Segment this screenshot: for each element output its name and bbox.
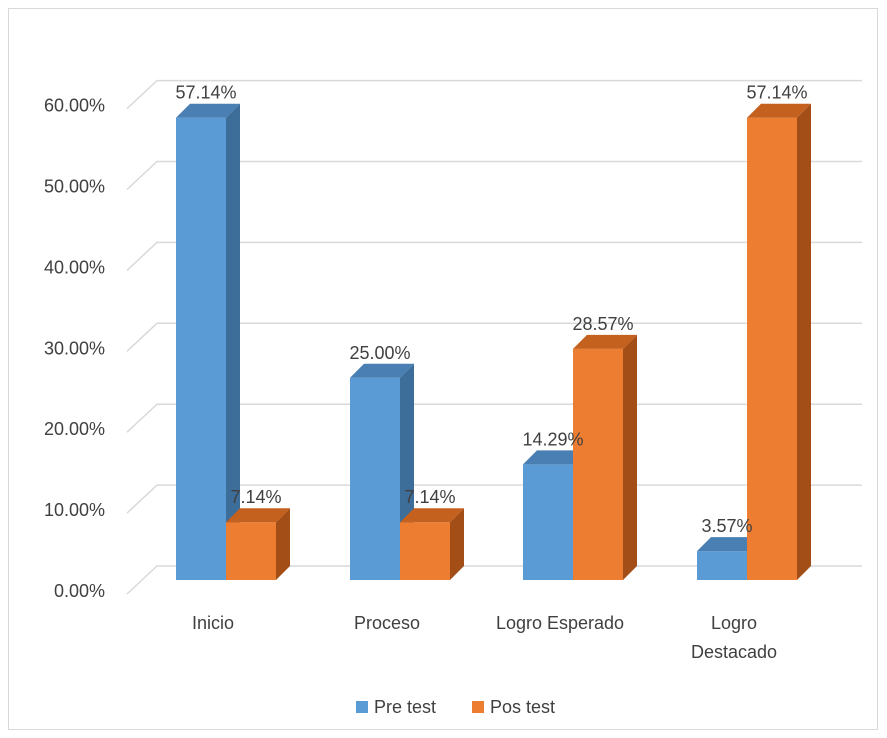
bar-front — [573, 348, 623, 580]
y-tick-label: 0.00% — [54, 581, 105, 601]
data-label: 28.57% — [572, 314, 633, 334]
x-tick-label: Inicio — [192, 613, 234, 633]
bar-front — [747, 117, 797, 580]
bar-top — [747, 103, 811, 118]
bar-top — [697, 537, 761, 552]
data-label: 7.14% — [230, 487, 281, 507]
y-axis-ticks: 0.00% 10.00% 20.00% 30.00% 40.00% 50.00% 60.00… — [44, 96, 105, 601]
legend: Pre test Pos test — [356, 697, 555, 717]
data-label: 14.29% — [522, 429, 583, 449]
bar-top — [226, 508, 290, 523]
bar-side — [623, 334, 637, 580]
y-tick-label: 10.00% — [44, 500, 105, 520]
x-tick-label: Logro — [711, 613, 757, 633]
chart-frame — [8, 8, 878, 730]
y-tick-label: 60.00% — [44, 96, 105, 116]
data-label: 25.00% — [349, 343, 410, 363]
bar-front — [176, 117, 226, 580]
bar-top — [573, 334, 637, 349]
bar-top — [523, 450, 587, 465]
legend-label: Pos test — [490, 697, 555, 717]
legend-swatch — [356, 701, 368, 713]
legend-swatch — [472, 701, 484, 713]
bar-front — [400, 522, 450, 580]
bar-front — [697, 551, 747, 580]
gridline — [126, 160, 862, 191]
legend-label: Pre test — [374, 697, 436, 717]
bar-top — [350, 363, 414, 378]
data-labels: 57.14% 25.00% 14.29% 3.57% 7.14% 7.14% 28.57% 5… — [175, 83, 807, 536]
bar-side — [797, 103, 811, 580]
y-tick-label: 50.00% — [44, 177, 105, 197]
x-tick-label: Proceso — [354, 613, 420, 633]
y-tick-label: 40.00% — [44, 257, 105, 277]
bar-side — [276, 508, 290, 580]
bar-top — [176, 103, 240, 118]
bars — [176, 103, 811, 580]
y-tick-label: 30.00% — [44, 338, 105, 358]
gridline — [126, 79, 862, 110]
x-tick-label: Destacado — [691, 642, 777, 662]
gridline — [126, 322, 862, 352]
data-label: 3.57% — [701, 516, 752, 536]
bar-front — [523, 464, 573, 580]
bar-side — [450, 508, 464, 580]
data-label: 57.14% — [746, 83, 807, 103]
bar-front — [226, 522, 276, 580]
data-label: 57.14% — [175, 83, 236, 103]
bar-front — [350, 377, 400, 580]
gridline — [126, 241, 862, 271]
x-axis-ticks: Inicio Proceso Logro Esperado Logro Destacad… — [192, 613, 777, 662]
x-tick-label: Logro Esperado — [496, 613, 624, 633]
data-label: 7.14% — [404, 487, 455, 507]
bar-side — [226, 103, 240, 580]
bar-top — [400, 508, 464, 523]
y-tick-label: 20.00% — [44, 419, 105, 439]
